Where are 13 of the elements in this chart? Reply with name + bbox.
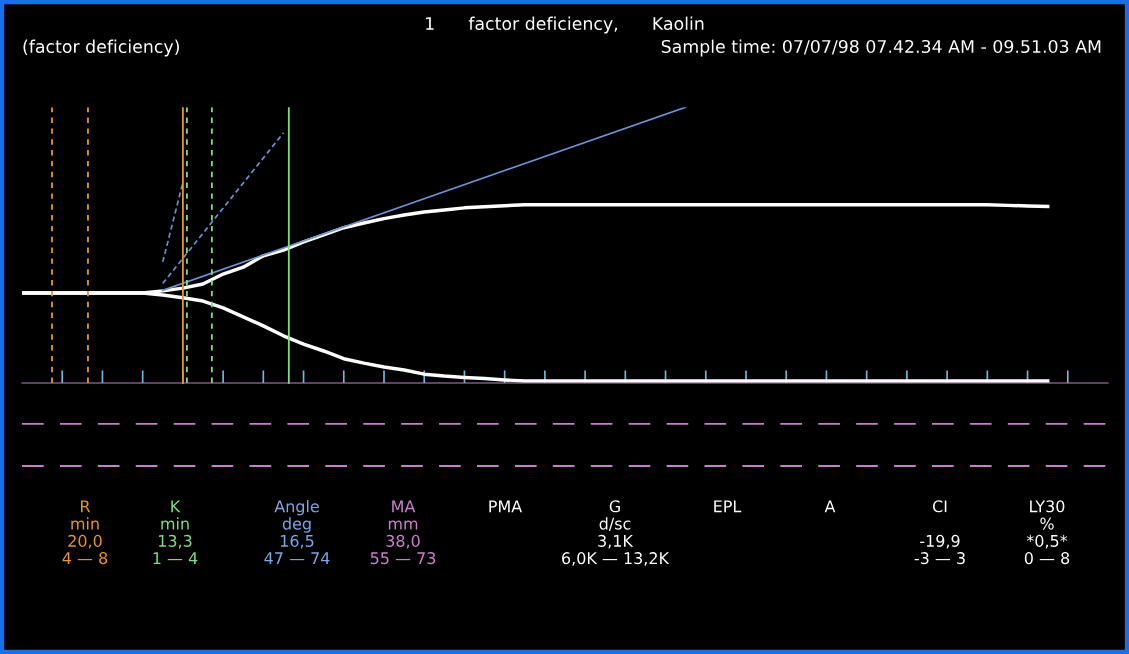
text: Angle deg 16,5 47 — 74 [264, 500, 330, 564]
text: G d/sc 3,1K 6,0K — 13,2K [562, 500, 670, 566]
text: A [824, 500, 836, 513]
text: CI -19,9 -3 — 3 [914, 500, 965, 565]
text: LY30 % *0,5* 0 — 8 [1024, 500, 1070, 565]
text: (factor deficiency) [23, 39, 179, 57]
text: Sample time: 07/07/98 07.42.34 AM - 09.51.03 AM [661, 39, 1101, 57]
text: PMA [489, 500, 523, 513]
text: K min 13,3 1 — 4 [153, 500, 198, 564]
chart-title: 1 factor deficiency, Kaolin [426, 16, 704, 34]
text: EPL [714, 500, 742, 513]
text: MA mm 38,0 55 — 73 [370, 500, 436, 565]
text: R min 20,0 4 — 8 [62, 500, 108, 565]
